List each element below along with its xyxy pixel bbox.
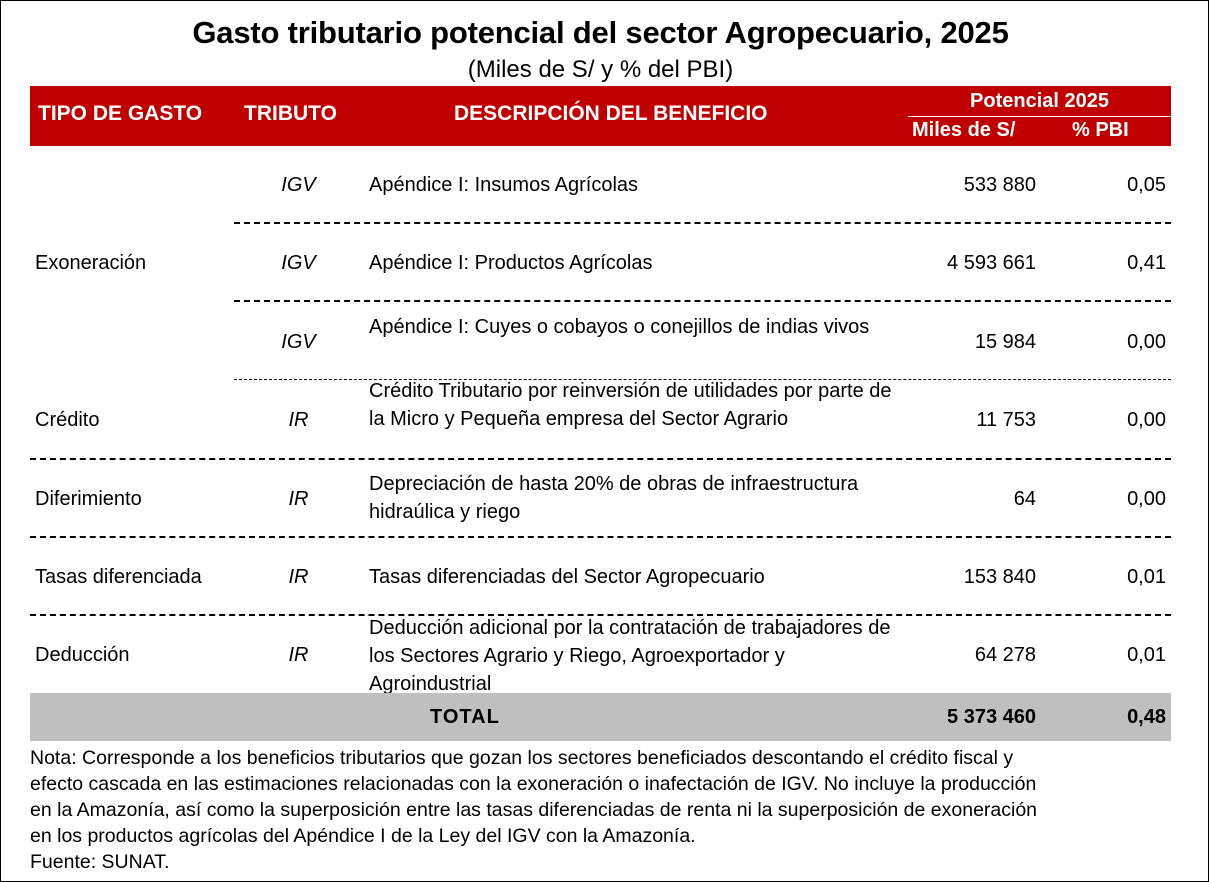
row-7-desc-clip: Deducción adicional por la contratación … bbox=[369, 615, 909, 693]
row-1-pbi: 0,05 bbox=[1051, 171, 1166, 199]
row-5-miles: 64 bbox=[881, 485, 1036, 513]
row-6-pbi: 0,01 bbox=[1051, 563, 1166, 591]
row-4-miles: 11 753 bbox=[881, 406, 1036, 434]
row-1-tributo: IGV bbox=[236, 171, 361, 199]
total-label: TOTAL bbox=[430, 706, 500, 729]
row-5-descripcion: Depreciación de hasta 20% de obras de in… bbox=[369, 470, 904, 526]
row-2-pbi: 0,41 bbox=[1051, 249, 1166, 277]
row-6-descripcion: Tasas diferenciadas del Sector Agropecua… bbox=[369, 563, 904, 591]
header-tipo: TIPO DE GASTO bbox=[38, 102, 202, 126]
row-7-pbi: 0,01 bbox=[1051, 641, 1166, 669]
row-3-pbi: 0,00 bbox=[1051, 328, 1166, 356]
row-2-descripcion: Apéndice I: Productos Agrícolas bbox=[369, 249, 904, 277]
note-line: efecto cascada en las estimaciones relac… bbox=[30, 771, 1180, 797]
row-4-tipo: Crédito bbox=[35, 406, 99, 434]
header-potencial: Potencial 2025 bbox=[908, 90, 1171, 113]
row-6-tipo: Tasas diferenciada bbox=[35, 563, 202, 591]
footnote: Nota: Corresponde a los beneficios tribu… bbox=[30, 745, 1180, 875]
row-divider bbox=[234, 222, 1171, 224]
row-7-tributo: IR bbox=[236, 641, 361, 669]
row-1-miles: 533 880 bbox=[881, 171, 1036, 199]
table-subtitle: (Miles de S/ y % del PBI) bbox=[1, 56, 1200, 84]
note-line: en la Amazonía, así como la superposició… bbox=[30, 797, 1180, 823]
row-5-pbi: 0,00 bbox=[1051, 485, 1166, 513]
row-2-tipo: Exoneración bbox=[35, 249, 146, 277]
header-pbi: % PBI bbox=[1072, 119, 1129, 142]
row-4-tributo: IR bbox=[236, 406, 361, 434]
row-1-descripcion: Apéndice I: Insumos Agrícolas bbox=[369, 171, 904, 199]
table-header: TIPO DE GASTO TRIBUTO DESCRIPCIÓN DEL BE… bbox=[30, 86, 1171, 146]
total-row: TOTAL 5 373 460 0,48 bbox=[30, 693, 1171, 741]
row-6-miles: 153 840 bbox=[881, 563, 1036, 591]
header-descripcion: DESCRIPCIÓN DEL BENEFICIO bbox=[454, 102, 767, 126]
table-title: Gasto tributario potencial del sector Ag… bbox=[1, 15, 1200, 51]
row-6-tributo: IR bbox=[236, 563, 361, 591]
note-line: en los productos agrícolas del Apéndice … bbox=[30, 823, 1180, 849]
row-3-tributo: IGV bbox=[236, 328, 361, 356]
row-5-tributo: IR bbox=[236, 485, 361, 513]
row-4-descripcion: Crédito Tributario por reinversión de ut… bbox=[369, 380, 904, 433]
row-2-tributo: IGV bbox=[236, 249, 361, 277]
source-line: Fuente: SUNAT. bbox=[30, 849, 1180, 875]
row-divider bbox=[30, 458, 1171, 460]
header-tributo: TRIBUTO bbox=[244, 102, 337, 126]
row-7-descripcion: Deducción adicional por la contratación … bbox=[369, 615, 904, 693]
header-miles: Miles de S/ bbox=[912, 119, 1015, 142]
note-line: Nota: Corresponde a los beneficios tribu… bbox=[30, 745, 1180, 771]
row-3-descripcion: Apéndice I: Cuyes o cobayos o conejillos… bbox=[369, 313, 904, 341]
row-divider bbox=[30, 536, 1171, 538]
total-pbi: 0,48 bbox=[1051, 706, 1166, 729]
row-divider bbox=[234, 300, 1171, 302]
row-3-miles: 15 984 bbox=[881, 328, 1036, 356]
row-4-desc-clip: Crédito Tributario por reinversión de ut… bbox=[369, 380, 909, 458]
row-5-tipo: Diferimiento bbox=[35, 485, 142, 513]
row-7-miles: 64 278 bbox=[881, 641, 1036, 669]
row-7-tipo: Deducción bbox=[35, 641, 130, 669]
total-miles: 5 373 460 bbox=[881, 706, 1036, 729]
header-divider bbox=[908, 116, 1171, 117]
row-4-pbi: 0,00 bbox=[1051, 406, 1166, 434]
row-2-miles: 4 593 661 bbox=[881, 249, 1036, 277]
